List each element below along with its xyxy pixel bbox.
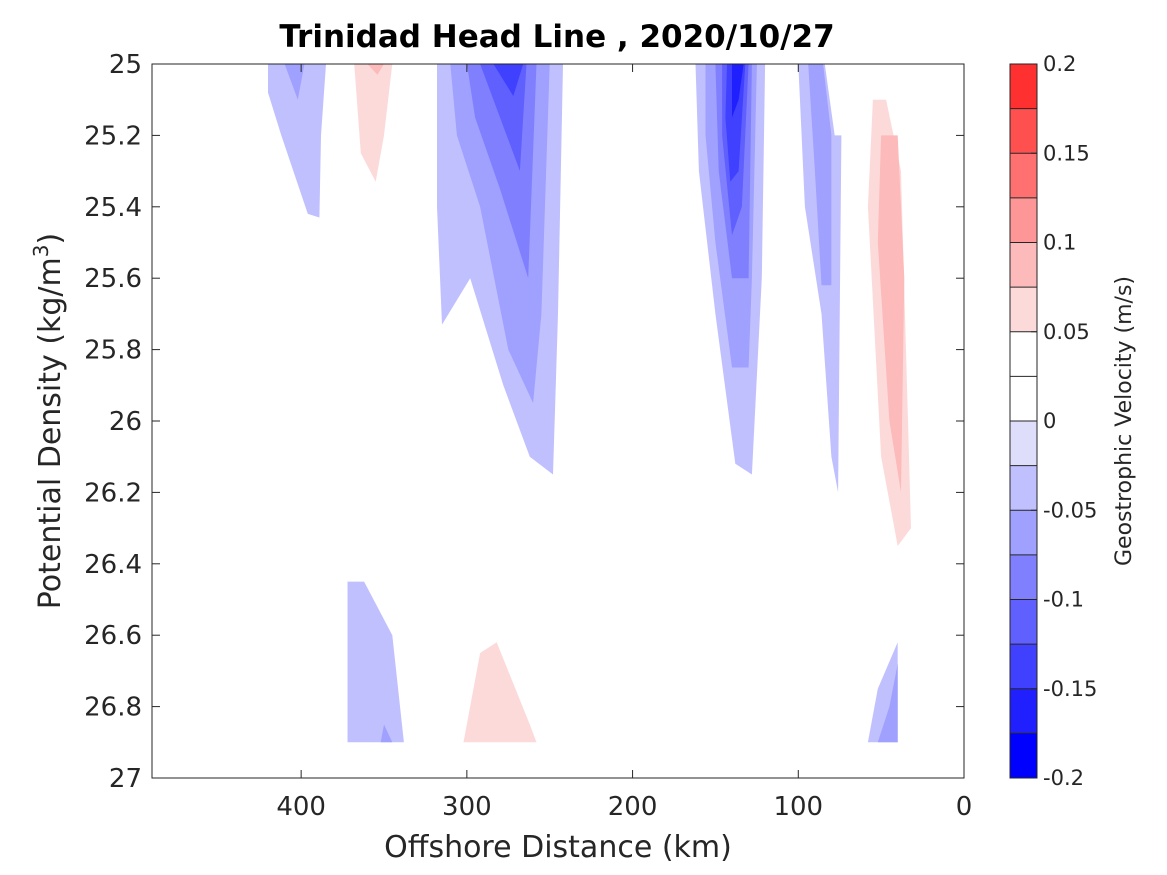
colorbar-swatch — [1010, 287, 1037, 332]
y-tick-label: 25.2 — [84, 121, 142, 151]
contour-region-pos-280km-deep-core — [463, 642, 537, 743]
colorbar-swatch — [1010, 197, 1037, 243]
contour-region-neg-360km-deep-core — [380, 724, 393, 743]
y-axis-label-close: ) — [33, 233, 68, 245]
colorbar-tick-label: -0.05 — [1043, 498, 1097, 522]
chart-title: Trinidad Head Line , 2020/10/27 — [279, 19, 834, 55]
colorbar-tick-label: -0.2 — [1043, 766, 1084, 790]
y-tick-label: 25.4 — [84, 193, 142, 223]
colorbar-swatch — [1010, 733, 1037, 778]
colorbar-tick-label: 0 — [1043, 409, 1056, 433]
contour-region-neg-400km-upper — [268, 64, 326, 218]
x-tick-label: 100 — [773, 792, 823, 822]
x-axis-label: Offshore Distance (km) — [384, 830, 732, 865]
y-axis-label: Potential Density (kg/m3) — [29, 233, 68, 609]
colorbar-swatch — [1010, 421, 1037, 466]
y-tick-label: 26 — [109, 407, 142, 437]
y-axis-label-superscript: 3 — [29, 244, 53, 257]
colorbar-tick-label: -0.1 — [1043, 588, 1084, 612]
y-tick-label: 26.2 — [84, 478, 142, 508]
colorbar-swatch — [1010, 465, 1037, 511]
contour-region-neg-40km-deep-core — [877, 663, 898, 743]
contour-region-neg-140km-max — [732, 64, 744, 118]
colorbar-swatch — [1010, 64, 1037, 109]
colorbar-tick-label: 0.2 — [1043, 52, 1076, 76]
contour-region-neg-400km-upper-core — [284, 64, 305, 100]
colorbar-label: Geostrophic Velocity (m/s) — [1112, 276, 1137, 566]
colorbar-swatch — [1010, 688, 1037, 734]
y-axis-label-text: Potential Density (kg/m — [33, 257, 68, 609]
contour-region-neg-280km-deep — [493, 64, 524, 97]
colorbar-swatch — [1010, 554, 1037, 600]
contour-region-pos-410km-deep — [281, 724, 305, 743]
y-tick-label: 25 — [109, 50, 142, 80]
x-tick-label: 200 — [608, 792, 658, 822]
x-axis-ticks: 400 300 200 100 0 — [276, 64, 972, 822]
contour-region-pos-45km-core — [877, 135, 905, 493]
y-tick-label: 26.4 — [84, 550, 142, 580]
contour-regions — [268, 64, 918, 778]
contour-region-neg-85km-inner — [808, 64, 832, 286]
y-tick-label: 26.8 — [84, 693, 142, 723]
colorbar-swatch — [1010, 153, 1037, 198]
contour-region-pos-360km-top-core — [367, 64, 384, 75]
colorbar-tick-label: 0.1 — [1043, 231, 1076, 255]
colorbar-swatch — [1010, 376, 1037, 421]
colorbar: 0.2 0.15 0.1 0.05 0 -0.05 -0.1 -0.15 -0.2 — [1009, 52, 1097, 790]
y-tick-label: 27 — [109, 764, 142, 794]
colorbar-swatch — [1010, 242, 1037, 288]
colorbar-swatch — [1010, 644, 1037, 689]
colorbar-swatch — [1010, 510, 1037, 555]
colorbar-tick-label: -0.15 — [1043, 677, 1097, 701]
y-tick-label: 26.6 — [84, 621, 142, 651]
y-axis-ticks: 25 25.2 25.4 25.6 25.8 26 26.2 26.4 26.6 26.8 27 — [84, 50, 964, 794]
x-tick-label: 300 — [442, 792, 492, 822]
contour-region-pos-80km-deep — [828, 753, 837, 778]
y-tick-label: 25.8 — [84, 336, 142, 366]
contour-region-pos-200km-upper — [616, 64, 666, 154]
y-tick-label: 25.6 — [84, 264, 142, 294]
colorbar-swatch — [1010, 331, 1037, 377]
x-tick-label: 0 — [956, 792, 973, 822]
contour-region-pos-360km-upper-core — [354, 64, 393, 182]
colorbar-tick-label: 0.05 — [1043, 320, 1090, 344]
colorbar-tick-label: 0.15 — [1043, 141, 1090, 165]
contour-region-pos-140km-deep — [702, 660, 766, 778]
contour-region-neg-140km-deep — [725, 64, 746, 182]
contour-region-neg-360km-deep — [347, 581, 404, 743]
colorbar-swatch — [1010, 108, 1037, 154]
colorbar-swatch — [1010, 599, 1037, 645]
x-tick-label: 400 — [276, 792, 326, 822]
